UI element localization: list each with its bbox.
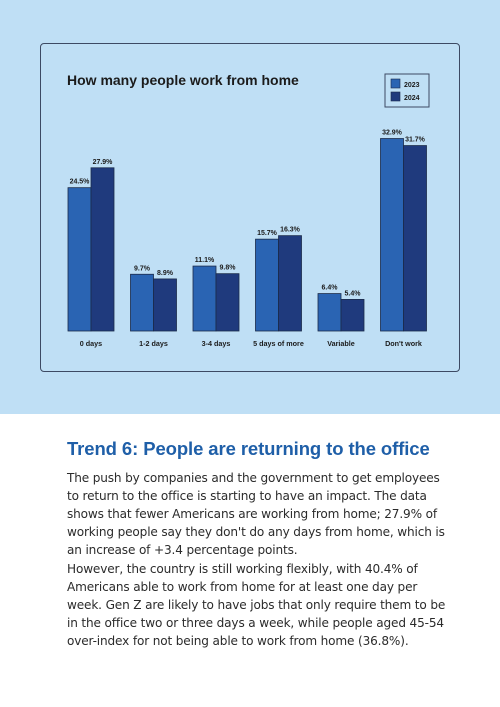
data-label-3-4-days-2024: 9.8% — [220, 265, 237, 272]
data-label-variable-2024: 5.4% — [345, 290, 362, 297]
bar-variable-2024 — [340, 299, 365, 332]
chart-bars: 24.5% 27.9% 0 days 9.7% 8.9% 1-2 days 11.1% 9.8… — [67, 130, 427, 348]
x-tick-5-days-of-more: 5 days of more — [253, 339, 304, 348]
bar-don-t-work-2023 — [380, 138, 404, 332]
x-tick-0-days: 0 days — [80, 339, 102, 348]
legend-box — [384, 73, 430, 108]
data-label-don-t-work-2023: 32.9% — [382, 130, 403, 137]
legend-label-2023: 2023 — [404, 82, 420, 89]
data-label-1-2-days-2024: 8.9% — [157, 270, 174, 277]
bar-0-days-2024 — [90, 167, 115, 332]
data-label-5-days-of-more-2023: 15.7% — [257, 230, 278, 237]
legend-swatch-2024 — [390, 91, 401, 102]
paragraph-1: The push by companies and the government… — [67, 471, 445, 557]
bar-variable-2023 — [317, 293, 342, 332]
chart-legend: 2023 2024 — [384, 73, 430, 108]
bar-5-days-of-more-2024 — [278, 235, 302, 332]
data-label-0-days-2024: 27.9% — [93, 159, 114, 166]
bar-1-2-days-2023 — [130, 273, 154, 332]
data-label-1-2-days-2023: 9.7% — [134, 265, 151, 272]
bar-1-2-days-2024 — [153, 278, 177, 332]
x-tick-variable: Variable — [327, 339, 355, 348]
data-label-0-days-2023: 24.5% — [70, 179, 91, 186]
data-label-variable-2023: 6.4% — [322, 285, 339, 292]
bar-3-4-days-2023 — [192, 265, 217, 332]
x-tick-3-4-days: 3-4 days — [202, 339, 231, 348]
section-heading: Trend 6: People are returning to the off… — [67, 438, 430, 459]
bar-0-days-2023 — [67, 187, 92, 332]
x-tick-don-t-work: Don't work — [385, 339, 422, 348]
legend-label-2024: 2024 — [404, 95, 420, 102]
data-label-don-t-work-2024: 31.7% — [405, 137, 426, 144]
paragraph-2: However, the country is still working fl… — [67, 562, 446, 648]
bar-5-days-of-more-2023 — [255, 238, 279, 332]
chart-title: How many people work from home — [67, 72, 299, 88]
bar-don-t-work-2024 — [403, 145, 427, 332]
chart-card: How many people work from home 2023 2024… — [40, 43, 460, 372]
data-label-3-4-days-2023: 11.1% — [195, 257, 215, 264]
bar-chart: How many people work from home 2023 2024… — [67, 72, 430, 348]
bar-3-4-days-2024 — [215, 273, 240, 332]
legend-swatch-2023 — [390, 78, 401, 89]
data-label-5-days-of-more-2024: 16.3% — [280, 227, 301, 234]
x-tick-1-2-days: 1-2 days — [139, 339, 168, 348]
